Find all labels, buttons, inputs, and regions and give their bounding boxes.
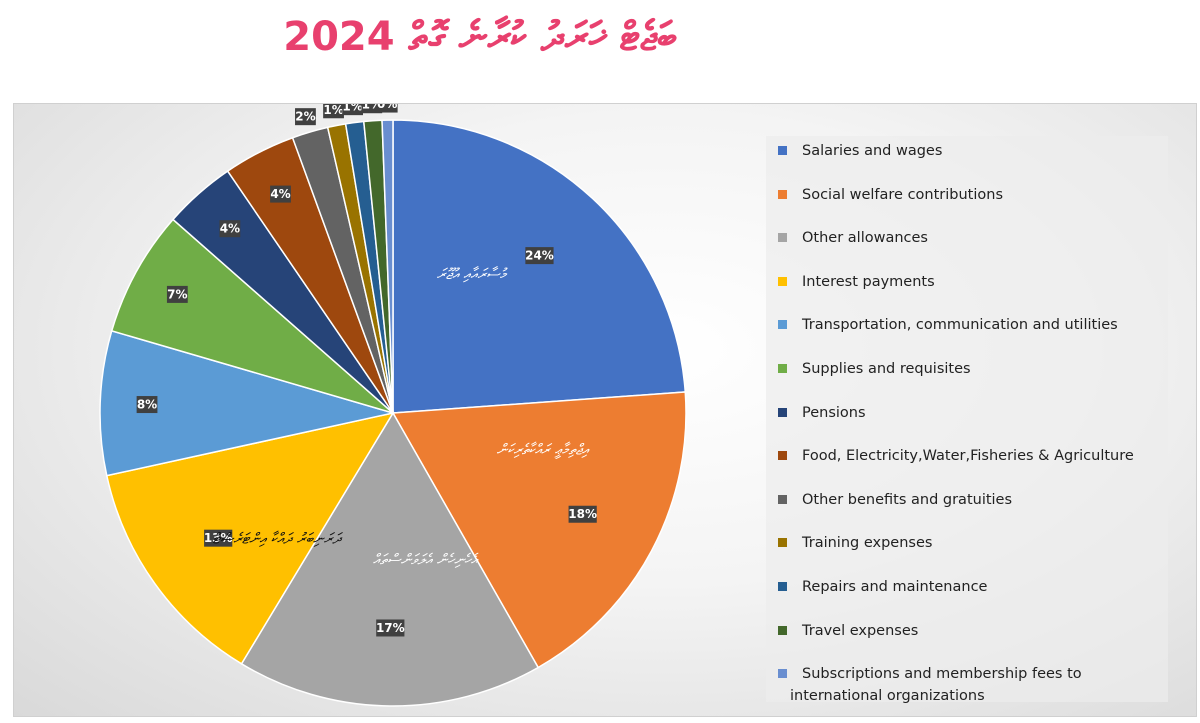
legend-swatch [778, 494, 787, 504]
data-label: 1% [342, 104, 362, 114]
data-label: 7% [167, 287, 187, 301]
slice-percent-label: 24% [525, 247, 554, 265]
data-label-box [568, 505, 597, 523]
legend-item: Other allowances [778, 227, 1166, 249]
legend-swatch [778, 189, 787, 199]
slice-percent-label: 4% [219, 220, 241, 238]
pie-chart: 24% މުސާރައާއި އުޖޫރަ 18% އިޖްތިމާޢީ ރައްކާ… [99, 104, 687, 707]
data-label: 2% [295, 110, 315, 124]
legend-label: Repairs and maintenance [802, 579, 988, 595]
legend-swatch [778, 364, 787, 373]
legend: Salaries and wages Social welfare contrib… [766, 136, 1168, 704]
legend-label: Food, Electricity,Water,Fisheries & Agri… [802, 448, 1134, 465]
data-label-box [166, 285, 188, 303]
pie-slice [99, 329, 394, 477]
legend-swatch [778, 320, 787, 330]
data-label: 4% [270, 187, 290, 201]
legend-item: Interest payments [778, 271, 1166, 293]
legend-label: Supplies and requisites [802, 361, 971, 377]
legend-swatch [778, 276, 787, 286]
data-label-box [219, 220, 241, 238]
data-label-box [376, 104, 398, 113]
data-label: 13% [204, 531, 233, 545]
legend-label: Travel expenses [802, 622, 919, 639]
slice-percent-label: 17% [376, 619, 405, 637]
pie-slice [105, 411, 395, 665]
legend-swatch [778, 451, 787, 461]
legend-swatch [778, 538, 787, 548]
slice-percent-label: 1% [361, 104, 383, 114]
data-label-box [361, 104, 383, 114]
legend-label: Other allowances [802, 230, 928, 247]
data-label: 17% [376, 621, 405, 635]
slice-name-label: އިޖްތިމާޢީ ރައްކާތެރިކަން [496, 440, 589, 459]
pie-slice [381, 119, 394, 414]
chart-title: ބަޖެޓް ޚަރަދު ކުރާނެ ގޮތް 2024 [283, 14, 677, 60]
data-label: 18% [568, 507, 597, 521]
data-label: 24% [525, 249, 554, 263]
legend-item: Subscriptions and membership fees to int… [778, 663, 1166, 707]
data-label: 1% [362, 104, 382, 112]
pie-slice [392, 119, 687, 414]
data-label: 0% [377, 104, 397, 111]
data-label-box [376, 619, 405, 637]
slice-percent-label: 0% [376, 104, 398, 113]
slice-percent-label: 13% [204, 529, 233, 547]
slice-percent-label: 8% [136, 396, 158, 414]
data-label-box [204, 529, 233, 547]
data-label-box [323, 104, 344, 119]
legend-swatch [778, 146, 787, 155]
data-label-box [295, 108, 316, 126]
legend-swatch [778, 233, 787, 243]
slice-percent-label: 2% [295, 108, 316, 126]
data-label-box [525, 247, 554, 265]
slice-percent-label: 4% [270, 185, 291, 203]
legend-swatch [778, 407, 787, 417]
legend-swatch [778, 625, 787, 635]
chart-area: 24% މުސާރައާއި އުޖޫރަ 18% އިޖްތިމާޢީ ރައްކާ… [13, 103, 1197, 717]
legend-label: Pensions [802, 404, 866, 421]
legend-label: Salaries and wages [802, 143, 943, 159]
legend-label: Other benefits and gratuities [802, 491, 1013, 508]
data-label: 4% [220, 222, 240, 236]
legend-label: Training expenses [802, 535, 933, 552]
pie-slice [240, 411, 540, 707]
legend-item: Food, Electricity,Water,Fisheries & Agri… [778, 445, 1166, 467]
legend-label: Social welfare contributions [802, 186, 1004, 203]
slice-name-label: އެހެނިހެން އެލަވަންސްތައް [373, 551, 479, 569]
slice-name-label: ދަރަނިބަރު ދައްކާ އިންޓަރެސްޓް [212, 529, 343, 547]
slice-percent-label: 1% [342, 104, 363, 116]
legend-item: Other benefits and gratuities [778, 489, 1166, 511]
legend-item: Pensions [778, 402, 1166, 424]
legend-swatch [778, 582, 787, 591]
data-label-box [136, 396, 158, 414]
legend-label: Subscriptions and membership fees to int… [790, 666, 1082, 705]
legend-item: Transportation, communication and utilit… [778, 314, 1166, 336]
slice-percent-label: 18% [568, 505, 597, 523]
legend-item: Travel expenses [778, 620, 1166, 642]
slice-percent-label: 1% [323, 104, 344, 119]
data-label-box [270, 185, 291, 203]
legend-swatch [778, 669, 787, 679]
legend-item: Supplies and requisites [778, 358, 1166, 380]
data-label: 8% [137, 398, 157, 412]
legend-label: Transportation, communication and utilit… [802, 317, 1118, 334]
legend-item: Social welfare contributions [778, 184, 1166, 206]
legend-item: Salaries and wages [778, 140, 1166, 162]
legend-item: Training expenses [778, 532, 1166, 554]
legend-label: Interest payments [802, 273, 935, 290]
data-label-box [342, 104, 363, 116]
legend-item: Repairs and maintenance [778, 576, 1166, 598]
pie-slice [391, 391, 687, 669]
slice-name-label: މުސާރައާއި އުޖޫރަ [437, 265, 509, 283]
pie-slice [110, 218, 394, 414]
slice-percent-label: 7% [166, 285, 188, 303]
data-label: 1% [323, 104, 343, 117]
